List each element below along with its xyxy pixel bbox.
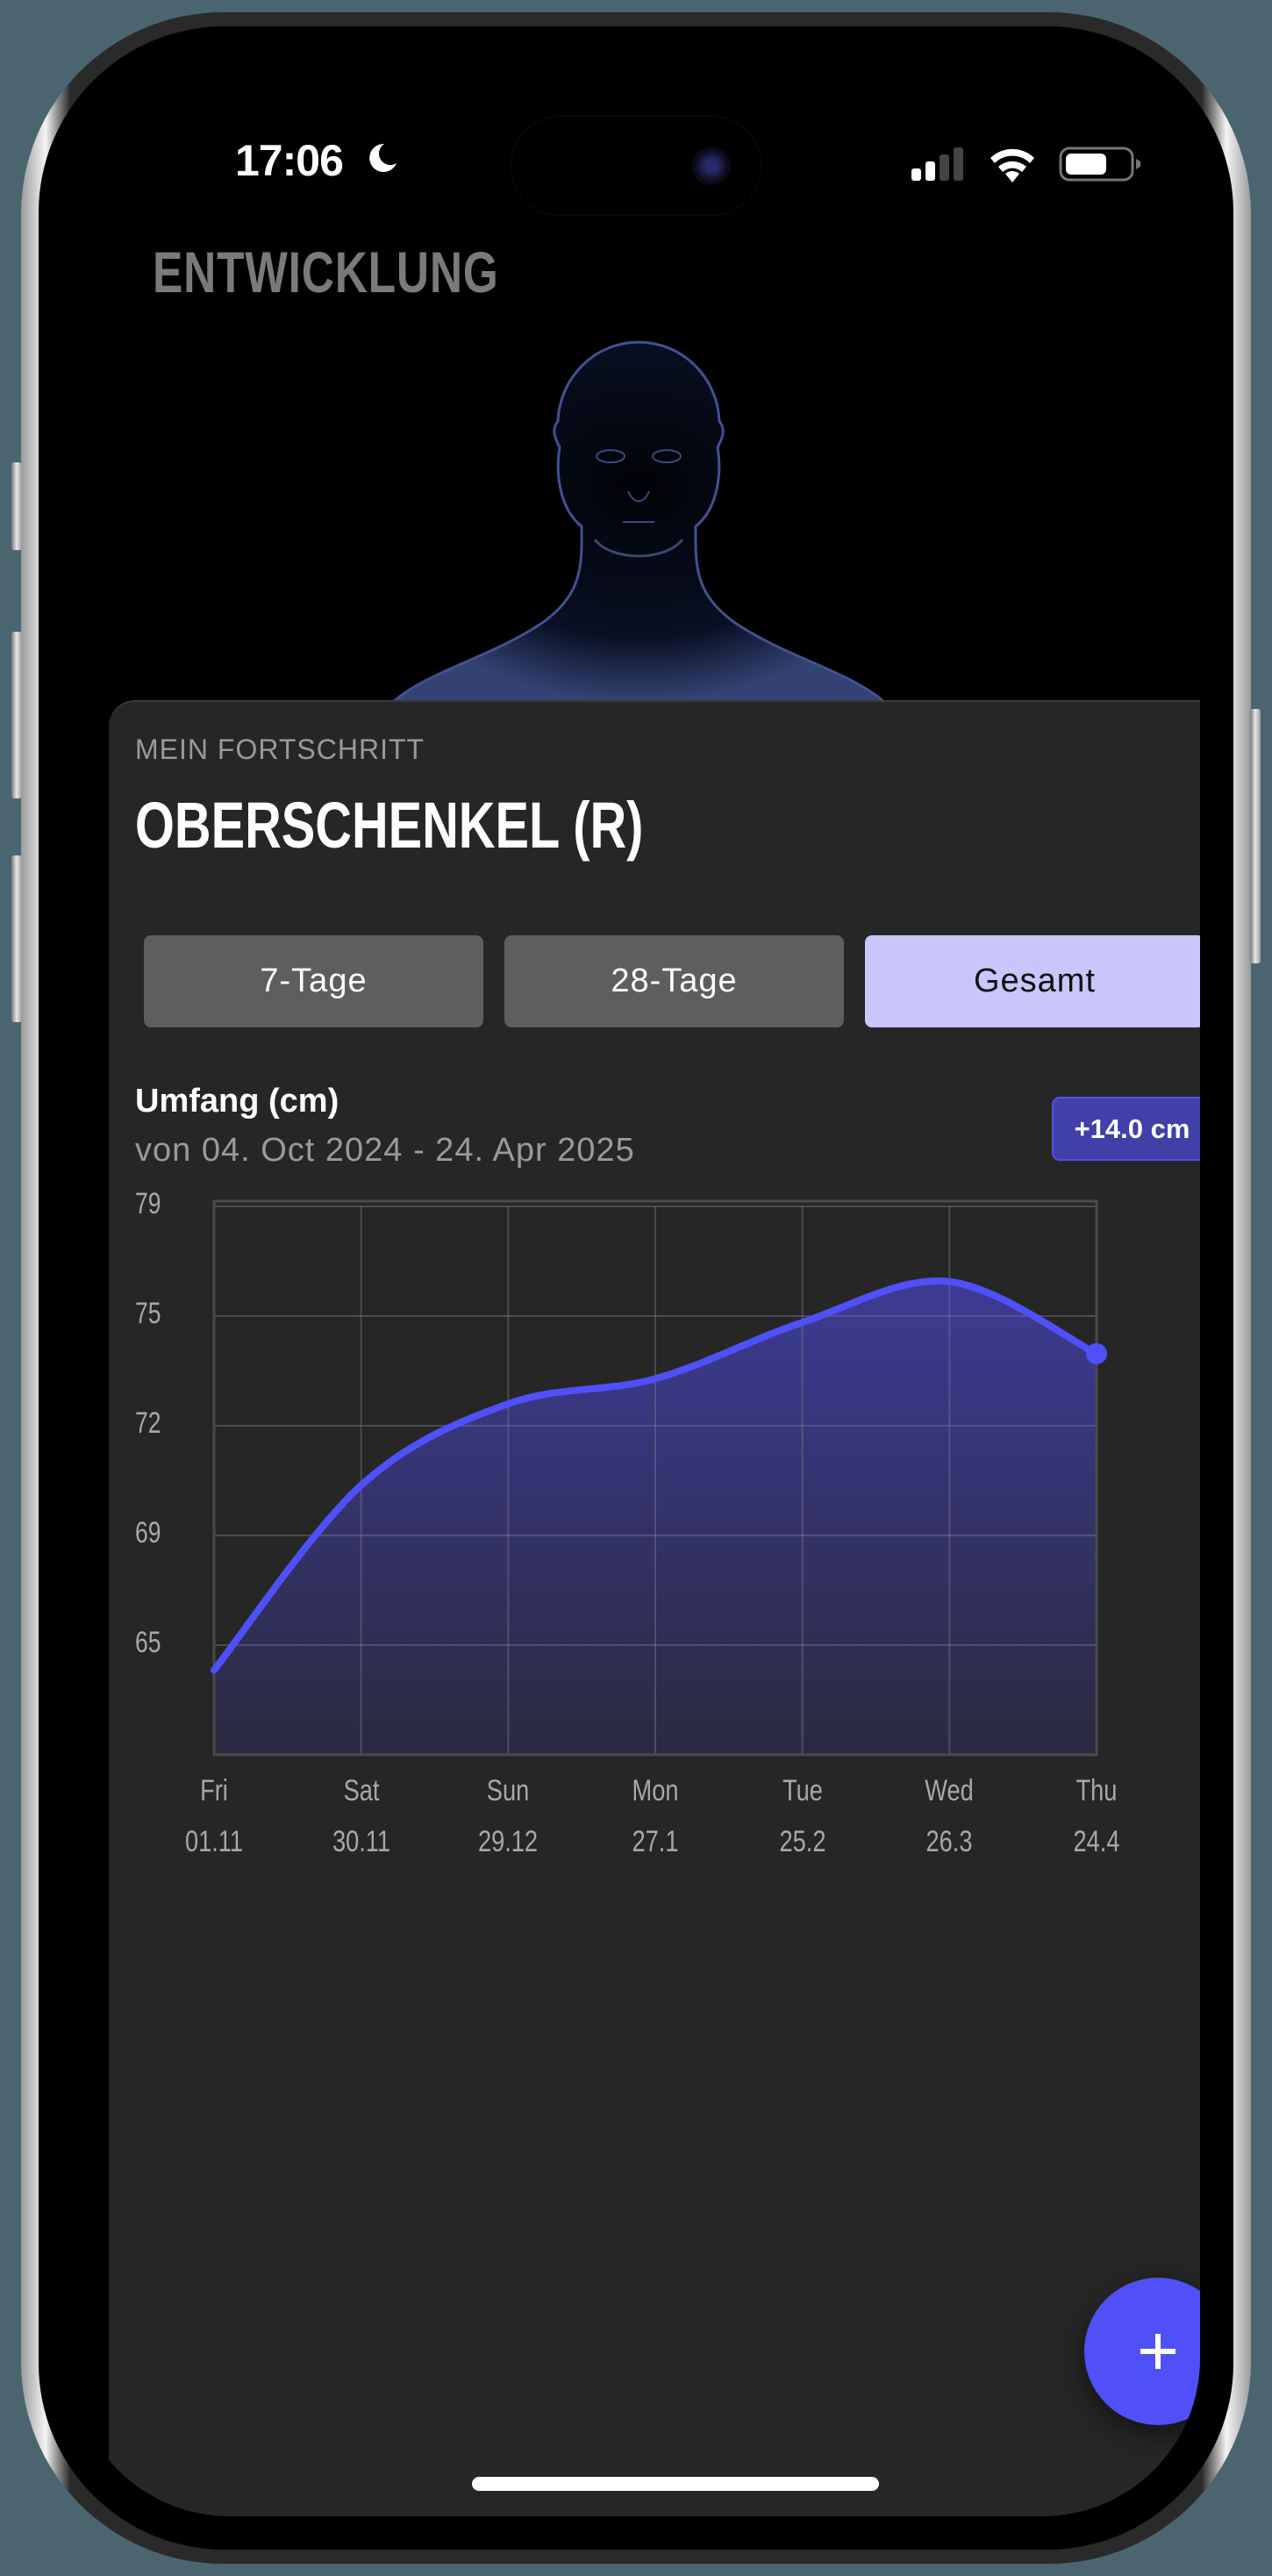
x-tick-label: Sat <box>343 1774 380 1807</box>
phone-bezel: 17:06 ENTWICKLUNG <box>39 26 1233 2550</box>
segment-28-tage[interactable]: 28-Tage <box>504 935 844 1027</box>
status-time: 17:06 <box>235 136 344 185</box>
add-measurement-button[interactable] <box>1084 2278 1200 2425</box>
body-figure-image <box>393 340 884 702</box>
action-button <box>11 462 22 550</box>
chart-plot <box>211 1199 1107 1757</box>
segment-gesamt[interactable]: Gesamt <box>865 935 1200 1027</box>
y-tick-label: 69 <box>135 1516 161 1549</box>
metric-label: Umfang (cm) <box>135 1083 339 1120</box>
home-indicator[interactable] <box>472 2477 879 2491</box>
circumference-chart[interactable]: 79 75 72 69 65 Fri 01.11 Sat 30.11 Sun 29.12 Mon 27… <box>109 1187 1200 1860</box>
plus-icon <box>1140 2334 1176 2369</box>
y-tick-label: 79 <box>135 1187 161 1220</box>
signal-icon <box>911 147 963 181</box>
date-range: von 04. Oct 2024 - 24. Apr 2025 <box>135 1132 635 1169</box>
power-button <box>1250 709 1261 963</box>
x-tick-date: 29.12 <box>478 1825 539 1858</box>
x-tick-date: 24.4 <box>1073 1825 1120 1858</box>
x-tick-date: 30.11 <box>332 1825 390 1858</box>
page-title: ENTWICKLUNG <box>153 240 499 304</box>
moon-icon <box>369 143 397 172</box>
card-eyebrow: MEIN FORTSCHRITT <box>135 733 425 765</box>
x-tick-label: Sun <box>487 1774 530 1807</box>
dynamic-island <box>511 116 761 216</box>
y-tick-label: 75 <box>135 1297 161 1330</box>
x-tick-date: 25.2 <box>779 1825 826 1858</box>
x-tick-label: Fri <box>200 1774 228 1807</box>
progress-card: MEIN FORTSCHRITT OBERSCHENKEL (R) 7-Tage… <box>109 700 1200 2516</box>
y-tick-label: 65 <box>135 1626 161 1659</box>
x-tick-date: 01.11 <box>184 1825 244 1858</box>
camera-icon <box>692 147 731 185</box>
x-tick-label: Thu <box>1075 1774 1118 1807</box>
volume-down-button <box>11 855 22 1022</box>
period-segmented-control: 7-Tage 28-Tage Gesamt <box>144 935 1200 1027</box>
card-title: OBERSCHENKEL (R) <box>135 789 644 862</box>
status-bar: 17:06 <box>72 60 1200 216</box>
screen: 17:06 ENTWICKLUNG <box>72 60 1200 2516</box>
change-badge: +14.0 cm <box>1052 1097 1200 1161</box>
y-tick-label: 72 <box>135 1406 161 1440</box>
x-tick-date: 26.3 <box>925 1825 973 1858</box>
segment-7-tage[interactable]: 7-Tage <box>144 935 483 1027</box>
battery-icon <box>1059 147 1140 182</box>
x-tick-label: Tue <box>782 1774 823 1807</box>
x-tick-label: Wed <box>925 1774 975 1807</box>
x-tick-date: 27.1 <box>632 1825 679 1858</box>
volume-up-button <box>11 632 22 798</box>
wifi-icon <box>990 148 1034 182</box>
x-tick-label: Mon <box>632 1774 679 1807</box>
